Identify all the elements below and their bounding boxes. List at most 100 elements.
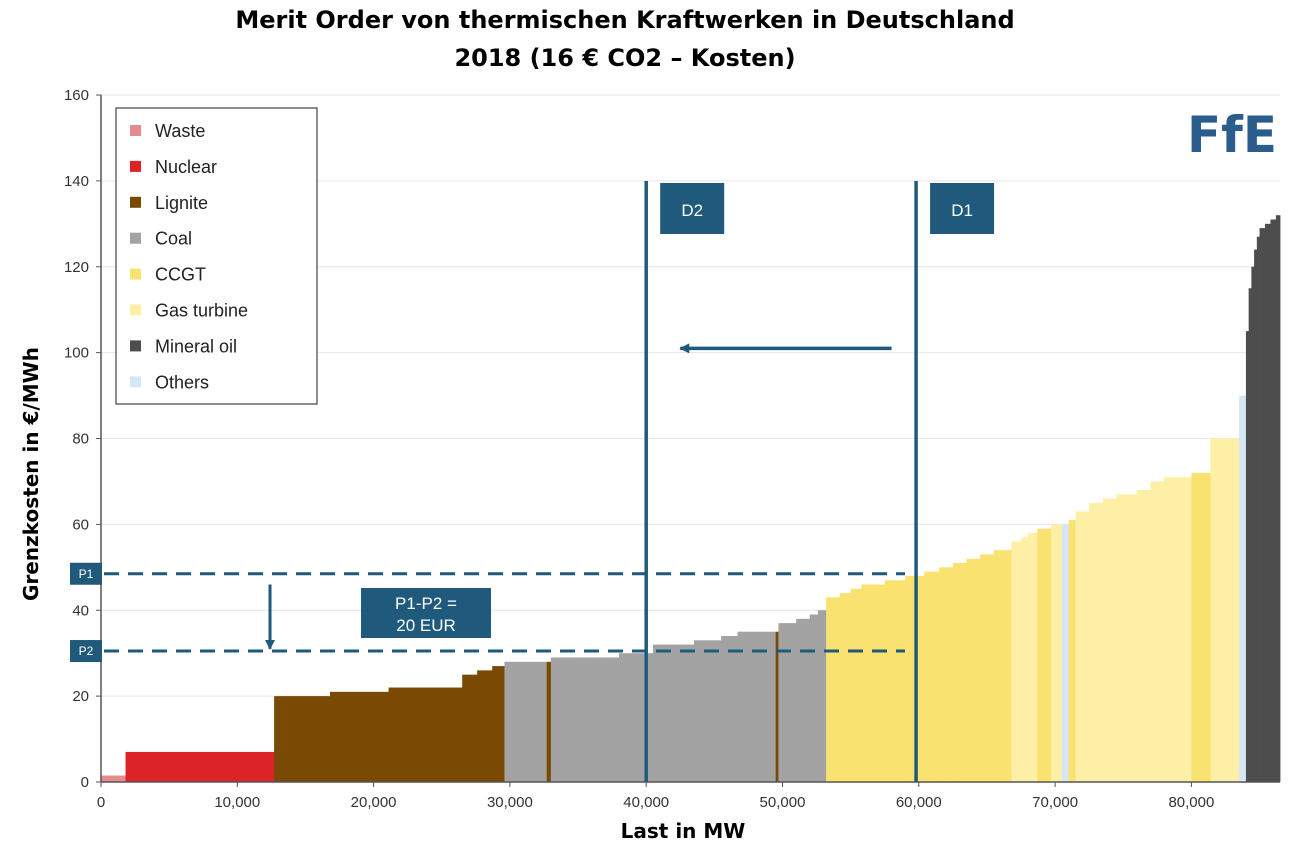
price-label-box <box>70 562 102 585</box>
supply-bar-lignite <box>274 696 331 782</box>
supply-bar-coal <box>653 644 695 782</box>
supply-bar-gas-turbine <box>1075 511 1090 782</box>
legend-label: Coal <box>155 229 192 249</box>
legend-label: Gas turbine <box>155 301 248 321</box>
demand-label-box <box>660 183 725 234</box>
supply-bar-gas-turbine <box>1210 438 1240 782</box>
supply-bar-mineral-oil <box>1248 288 1252 782</box>
legend-swatch <box>130 376 141 388</box>
price-label: P1 <box>79 567 94 581</box>
tick-labels: 0 10,000 20,000 30,000 40,000 50,000 60,000 70,… <box>64 87 1214 811</box>
supply-bar-mineral-oil <box>1256 236 1260 783</box>
legend-swatch <box>130 304 141 316</box>
chart-title: Merit Order von thermischen Kraftwerken … <box>235 6 1015 34</box>
supply-bar-lignite <box>775 631 779 782</box>
supply-bar-coal <box>504 661 548 782</box>
supply-bar-coal <box>721 636 738 782</box>
demand-label-box <box>930 183 995 234</box>
supply-bar-gas-turbine <box>1150 481 1165 782</box>
x-tick-label: 0 <box>97 794 105 811</box>
supply-bar-coal <box>737 631 777 782</box>
supply-bar-lignite <box>477 670 493 782</box>
supply-bar-mineral-oil <box>1275 215 1281 783</box>
x-tick-label: 20,000 <box>351 794 397 811</box>
demand-label: D2 <box>681 201 703 220</box>
supply-bar-nuclear <box>125 751 275 782</box>
supply-bar-gas-turbine <box>1089 502 1104 782</box>
price-label: P2 <box>79 644 94 658</box>
supply-bar-lignite <box>462 674 478 782</box>
supply-bar-ccgt <box>939 567 954 782</box>
x-tick-label: 60,000 <box>896 794 942 811</box>
supply-bar-ccgt <box>1037 528 1052 782</box>
supply-bar-mineral-oil <box>1254 249 1258 782</box>
x-tick-label: 80,000 <box>1168 794 1214 811</box>
supply-bar-gas-turbine <box>1027 532 1038 782</box>
supply-bar-gas-turbine <box>1021 537 1029 782</box>
legend-swatch <box>130 125 141 136</box>
axes <box>96 94 1280 787</box>
supply-bar-ccgt <box>850 588 862 782</box>
supply-bar-ccgt <box>839 593 852 782</box>
price-difference-text: 20 EUR <box>396 616 456 635</box>
legend-label: Lignite <box>155 193 208 213</box>
legend-swatch <box>130 196 141 208</box>
supply-bar-coal <box>796 618 811 782</box>
supply-bar-coal <box>550 657 620 782</box>
y-axis-label: Grenzkosten in €/MWh <box>19 347 43 601</box>
supply-bar-mineral-oil <box>1265 223 1271 782</box>
supply-bar-coal <box>817 610 827 782</box>
price-difference-text: P1-P2 = <box>395 594 457 613</box>
supply-bar-ccgt <box>980 554 995 782</box>
supply-bar-gas-turbine <box>1136 490 1151 782</box>
supply-bar-gas-turbine <box>1011 541 1022 782</box>
supply-bar-mineral-oil <box>1259 228 1266 782</box>
supply-bar-gas-turbine <box>1116 494 1138 782</box>
supply-bar-coal <box>778 623 797 782</box>
x-tick-label: 30,000 <box>487 794 533 811</box>
supply-bar-gas-turbine <box>1102 498 1117 782</box>
supply-bar-ccgt <box>993 550 1012 782</box>
supply-bar-ccgt <box>1191 472 1211 782</box>
y-tick-label: 120 <box>64 259 89 276</box>
legend-label: Waste <box>155 121 205 141</box>
supply-bar-ccgt <box>884 580 906 782</box>
chart-subtitle: 2018 (16 € CO2 – Kosten) <box>454 44 796 72</box>
supply-bar-ccgt <box>861 584 886 782</box>
x-axis-label: Last in MW <box>621 819 746 843</box>
supply-bar-coal <box>693 640 722 782</box>
x-tick-label: 50,000 <box>760 794 806 811</box>
supply-bar-lignite <box>388 687 463 782</box>
legend-swatch <box>130 232 141 244</box>
supply-bar-lignite <box>546 661 552 782</box>
legend-swatch <box>130 268 141 280</box>
legend-swatch <box>130 160 141 172</box>
supply-bar-mineral-oil <box>1251 266 1255 782</box>
legend-box <box>115 107 318 405</box>
x-tick-label: 70,000 <box>1032 794 1078 811</box>
price-difference-box <box>361 588 491 638</box>
legend-label: CCGT <box>155 265 206 285</box>
supply-curve-bars <box>101 215 1281 783</box>
y-tick-label: 0 <box>81 774 89 791</box>
y-tick-label: 40 <box>72 602 89 619</box>
supply-bar-waste <box>101 775 126 782</box>
supply-bar-ccgt <box>966 558 981 782</box>
legend-label: Mineral oil <box>155 336 237 356</box>
supply-bar-others <box>1239 395 1247 782</box>
y-tick-label: 160 <box>64 87 89 104</box>
supply-bar-ccgt <box>826 597 841 782</box>
supply-bar-mineral-oil <box>1245 331 1250 782</box>
supply-bar-ccgt <box>1068 520 1076 782</box>
legend: Waste Nuclear Lignite Coal CCGT Gas turbine Mi… <box>115 107 318 405</box>
x-tick-label: 40,000 <box>623 794 669 811</box>
annotations: D2 D1 P1 P2 P1-P2 = 20 EUR <box>70 181 995 782</box>
y-tick-label: 60 <box>72 516 89 533</box>
supply-bar-others <box>1061 524 1070 782</box>
supply-bar-coal <box>618 653 654 782</box>
y-tick-label: 80 <box>72 431 89 448</box>
supply-bar-lignite <box>329 691 389 782</box>
ffe-logo: FfE <box>1187 106 1277 164</box>
supply-bar-lignite <box>492 666 505 782</box>
